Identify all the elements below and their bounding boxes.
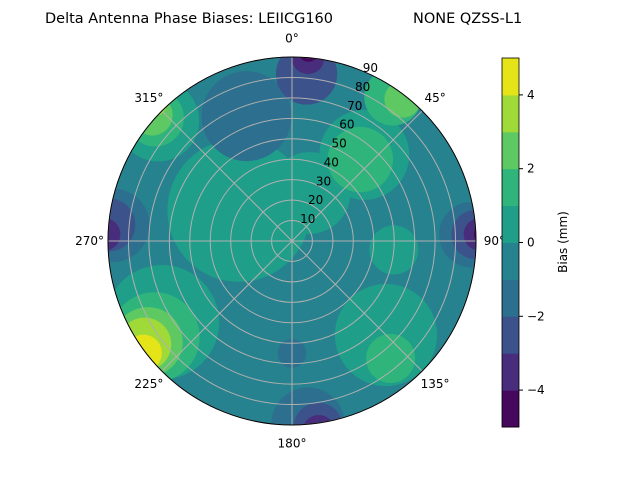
- radial-ticks: 10 20 30 40 50 60 70 80 90: [300, 61, 378, 226]
- chart-title-left: Delta Antenna Phase Biases: LEIICG160: [45, 11, 333, 27]
- contour-region: [327, 126, 394, 193]
- colorbar-segment: [502, 279, 519, 317]
- colorbar-segment: [502, 94, 519, 133]
- radial-tick-label: 50: [331, 137, 346, 151]
- colorbar-tick-label: 0: [527, 236, 535, 250]
- colorbar-tick-label: 4: [527, 88, 535, 102]
- angular-tick-label: 270°: [75, 234, 104, 248]
- contour-region: [315, 424, 337, 425]
- angular-tick-label: 0°: [285, 32, 299, 46]
- colorbar-segment: [502, 316, 519, 354]
- angular-tick-label: 315°: [134, 91, 163, 105]
- colorbar-label: Bias (mm): [556, 211, 570, 273]
- colorbar-segment: [502, 242, 519, 280]
- colorbar-ticks: −4 −2 0 2 4: [519, 88, 545, 397]
- contour-region: [108, 218, 121, 251]
- angular-tick-label: 225°: [134, 377, 163, 391]
- angular-tick-label: 135°: [421, 377, 450, 391]
- angular-ticks: 0° 45° 90° 135° 180° 225° 270° 315°: [75, 32, 505, 451]
- radial-tick-label: 10: [300, 212, 315, 226]
- colorbar-segment: [502, 205, 519, 243]
- angular-gridline: [291, 240, 423, 372]
- radial-tick-label: 30: [316, 174, 331, 188]
- radial-tick-label: 40: [324, 155, 339, 169]
- angular-tick-label: 90°: [484, 234, 505, 248]
- colorbar-segment: [502, 353, 519, 391]
- angular-gridline: [161, 240, 293, 372]
- colorbar-segment: [502, 58, 519, 96]
- colorbar: [501, 57, 520, 428]
- chart-title-right: NONE QZSS-L1: [413, 11, 522, 27]
- angular-gridline: [161, 110, 293, 242]
- contour-region: [366, 333, 416, 383]
- contour-region: [293, 402, 343, 425]
- colorbar-tick-label: 2: [527, 162, 535, 176]
- colorbar-tick-label: −4: [527, 383, 545, 397]
- angular-gridline: [291, 110, 423, 242]
- radial-tick-label: 60: [339, 118, 354, 132]
- polar-frame: [107, 56, 477, 426]
- contour-region: [302, 414, 336, 425]
- colorbar-segment: [502, 390, 519, 428]
- radial-tick-label: 90: [363, 61, 378, 75]
- radial-tick-label: 70: [347, 99, 362, 113]
- radial-tick-label: 20: [308, 193, 323, 207]
- radial-tick-label: 80: [355, 80, 370, 94]
- angular-tick-label: 180°: [278, 436, 307, 450]
- colorbar-tick-label: −2: [527, 309, 545, 323]
- colorbar-segment: [502, 168, 519, 207]
- contour-region: [463, 218, 476, 251]
- colorbar-segment: [502, 131, 519, 170]
- polar-grid: [107, 56, 477, 426]
- contour-region: [384, 80, 422, 118]
- angular-tick-label: 45°: [424, 91, 445, 105]
